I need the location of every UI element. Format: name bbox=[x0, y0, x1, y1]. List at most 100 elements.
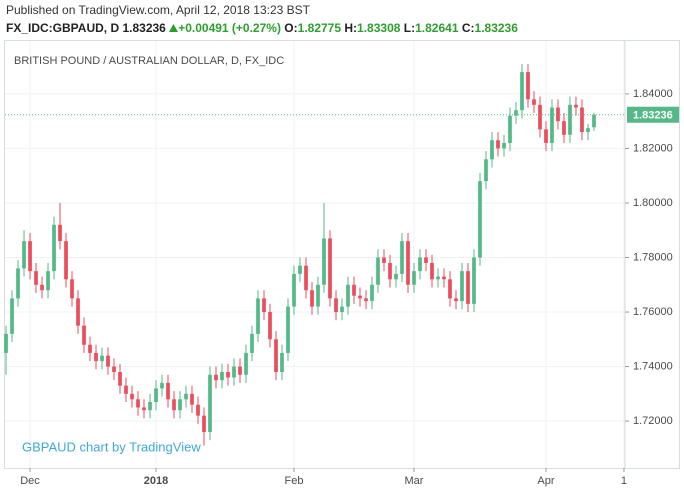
candle-body bbox=[4, 333, 8, 353]
ohlc-value: 1.82641 bbox=[415, 21, 459, 35]
candle-body bbox=[220, 372, 224, 381]
candle-body bbox=[22, 241, 26, 269]
candle-body bbox=[208, 374, 212, 433]
candle-body bbox=[394, 273, 398, 280]
candle-body bbox=[376, 257, 380, 285]
ohlc-label: C: bbox=[461, 21, 475, 35]
y-tick-label: 1.74000 bbox=[633, 360, 673, 372]
candle-body bbox=[130, 393, 134, 400]
candle-body bbox=[310, 290, 314, 307]
ohlc-label: O: bbox=[284, 21, 298, 35]
candle-body bbox=[94, 352, 98, 362]
candle-body bbox=[202, 415, 206, 433]
ohlc-label: H: bbox=[344, 21, 358, 35]
candle-body bbox=[112, 366, 116, 373]
candle-body bbox=[100, 355, 104, 362]
watermark: GBPAUD chart by TradingView bbox=[22, 439, 201, 454]
x-tick-label: Apr bbox=[537, 475, 554, 487]
y-tick-label: 1.82000 bbox=[633, 142, 673, 154]
candle-body bbox=[238, 366, 242, 375]
candle-body bbox=[592, 114, 596, 128]
candle-body bbox=[586, 128, 590, 133]
candle-body bbox=[346, 284, 350, 307]
candle-body bbox=[178, 399, 182, 411]
candle-body bbox=[154, 388, 158, 403]
y-tick-label: 1.80000 bbox=[633, 197, 673, 209]
candle-body bbox=[550, 107, 554, 143]
candle-body bbox=[16, 268, 20, 299]
candle-body bbox=[466, 271, 470, 304]
candle-body bbox=[82, 325, 86, 345]
grid bbox=[5, 41, 625, 468]
candle-body bbox=[124, 385, 128, 394]
candle-body bbox=[442, 276, 446, 280]
x-tick-label: Dec bbox=[20, 475, 40, 487]
candle-body bbox=[334, 298, 338, 313]
candle-body bbox=[502, 142, 506, 149]
candle-body bbox=[106, 355, 110, 367]
candle-body bbox=[370, 284, 374, 302]
candle-body bbox=[58, 224, 62, 242]
candle-body bbox=[166, 382, 170, 400]
candle-body bbox=[544, 129, 548, 143]
candle-body bbox=[322, 238, 326, 285]
candle-body bbox=[280, 352, 284, 373]
candle-body bbox=[568, 104, 572, 135]
y-tick-label: 1.76000 bbox=[633, 306, 673, 318]
candle-body bbox=[532, 99, 536, 105]
candle-body bbox=[172, 399, 176, 411]
candle-body bbox=[160, 382, 164, 389]
candle-body bbox=[298, 265, 302, 274]
candle-body bbox=[520, 72, 524, 111]
chart-title: BRITISH POUND / AUSTRALIAN DOLLAR, D, FX… bbox=[14, 55, 284, 67]
candle-body bbox=[64, 241, 68, 280]
candle-body bbox=[340, 306, 344, 313]
candle-body bbox=[484, 159, 488, 182]
candle-body bbox=[226, 372, 230, 378]
candle-body bbox=[292, 273, 296, 307]
candle-body bbox=[268, 312, 272, 340]
candle-body bbox=[490, 140, 494, 160]
candle-body bbox=[184, 393, 188, 400]
x-tick-label: Feb bbox=[285, 475, 304, 487]
candle-body bbox=[148, 402, 152, 411]
candle-body bbox=[34, 271, 38, 285]
candle-body bbox=[538, 104, 542, 130]
candle-body bbox=[406, 241, 410, 285]
candle-body bbox=[196, 404, 200, 416]
candle-body bbox=[70, 279, 74, 299]
candle-body bbox=[424, 257, 428, 263]
candle-body bbox=[274, 339, 278, 373]
candle-body bbox=[430, 262, 434, 280]
candle-body bbox=[10, 298, 14, 334]
candle-body bbox=[88, 344, 92, 353]
candle-body bbox=[472, 257, 476, 304]
candle-body bbox=[232, 366, 236, 378]
candle-body bbox=[388, 262, 392, 280]
candle-body bbox=[358, 295, 362, 299]
candle-body bbox=[400, 241, 404, 274]
ohlc-label: L: bbox=[403, 21, 416, 35]
y-tick-label: 1.84000 bbox=[633, 88, 673, 100]
ohlc-value: 1.83308 bbox=[357, 21, 401, 35]
candle-body bbox=[214, 374, 218, 381]
candle-body bbox=[256, 298, 260, 334]
last-price-label: 1.83236 bbox=[633, 110, 673, 122]
candle-body bbox=[352, 284, 356, 296]
x-tick-label: 1 bbox=[621, 475, 627, 487]
x-tick-label: Mar bbox=[405, 475, 424, 487]
symbol: FX_IDC:GBPAUD, D bbox=[6, 21, 120, 35]
candle-body bbox=[244, 352, 248, 375]
candle-body bbox=[418, 257, 422, 272]
symbol-line: FX_IDC:GBPAUD, D 1.83236 +0.00491 (+0.27… bbox=[6, 21, 518, 35]
candle-body bbox=[412, 271, 416, 285]
y-tick-label: 1.78000 bbox=[633, 251, 673, 263]
candle-body bbox=[382, 257, 386, 263]
last-price-box bbox=[627, 106, 679, 123]
candle-body bbox=[448, 279, 452, 299]
y-tick-label: 1.72000 bbox=[633, 415, 673, 427]
candle-body bbox=[118, 372, 122, 386]
candle-body bbox=[190, 393, 194, 405]
